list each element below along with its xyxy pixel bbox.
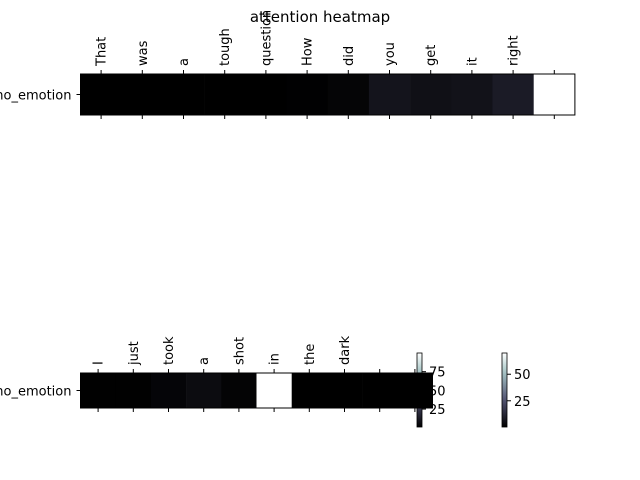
- x-token-label: did: [342, 46, 357, 66]
- heatmap-panel-1: That was a tough question How did you get it right…: [0, 10, 576, 428]
- row-label: no_emotion: [0, 385, 72, 400]
- heatmap-cell: [492, 74, 534, 115]
- heatmap-cell: [368, 74, 411, 115]
- heatmap-cell: [326, 373, 363, 408]
- heatmap-cell: [291, 373, 328, 408]
- heatmap-cell: [186, 373, 222, 408]
- heatmap-cell: [80, 373, 116, 408]
- x-token-label: a: [177, 58, 192, 66]
- colorbar-tick-label: 75: [429, 366, 446, 381]
- heatmap-cell: [162, 74, 205, 115]
- x-token-label: right: [507, 35, 522, 66]
- x-token-label: in: [268, 353, 283, 365]
- heatmap-cell: [397, 373, 433, 408]
- x-token-label: it: [465, 57, 480, 66]
- row-label: no_emotion: [0, 89, 72, 104]
- heatmap-cell: [533, 74, 576, 115]
- heatmap-cell: [221, 373, 257, 408]
- heatmap-cell: [256, 373, 292, 408]
- x-token-label: I: [92, 361, 107, 365]
- x-token-label: was: [136, 40, 151, 66]
- colorbar-tick-label: 50: [429, 384, 446, 399]
- heatmap-cell: [327, 74, 370, 115]
- x-token-label: shot: [232, 337, 247, 365]
- heatmap-cell: [286, 74, 328, 115]
- x-token-label: a: [197, 357, 212, 365]
- x-token-label: That: [95, 37, 110, 67]
- x-token-label: the: [303, 344, 318, 365]
- x-token-label: you: [383, 42, 398, 66]
- heatmap-cell: [362, 373, 398, 408]
- heatmap-cell: [204, 74, 246, 115]
- heatmap-layer: That was a tough question How did you get it right…: [0, 10, 576, 428]
- colorbar-tick-label: 25: [514, 395, 531, 410]
- heatmap-cell: [115, 373, 152, 408]
- chart-title: attention heatmap: [250, 8, 390, 26]
- x-token-label: get: [424, 45, 439, 66]
- x-token-label: just: [127, 341, 142, 366]
- x-token-label: question: [259, 10, 274, 66]
- heatmap-cell: [245, 74, 287, 115]
- heatmap-cell: [451, 74, 493, 115]
- colorbar-tick-label: 25: [429, 403, 446, 418]
- x-token-label: took: [162, 336, 177, 365]
- heatmap-cell: [410, 74, 452, 115]
- heatmap-cell: [80, 74, 122, 115]
- colorbar-tick-label: 50: [514, 368, 531, 383]
- heatmap-cell: [150, 373, 187, 408]
- x-token-label: How: [301, 37, 316, 66]
- x-token-label: dark: [338, 335, 353, 365]
- x-token-label: tough: [218, 28, 233, 66]
- heatmap-cell: [121, 74, 164, 115]
- colorbar: [501, 352, 508, 428]
